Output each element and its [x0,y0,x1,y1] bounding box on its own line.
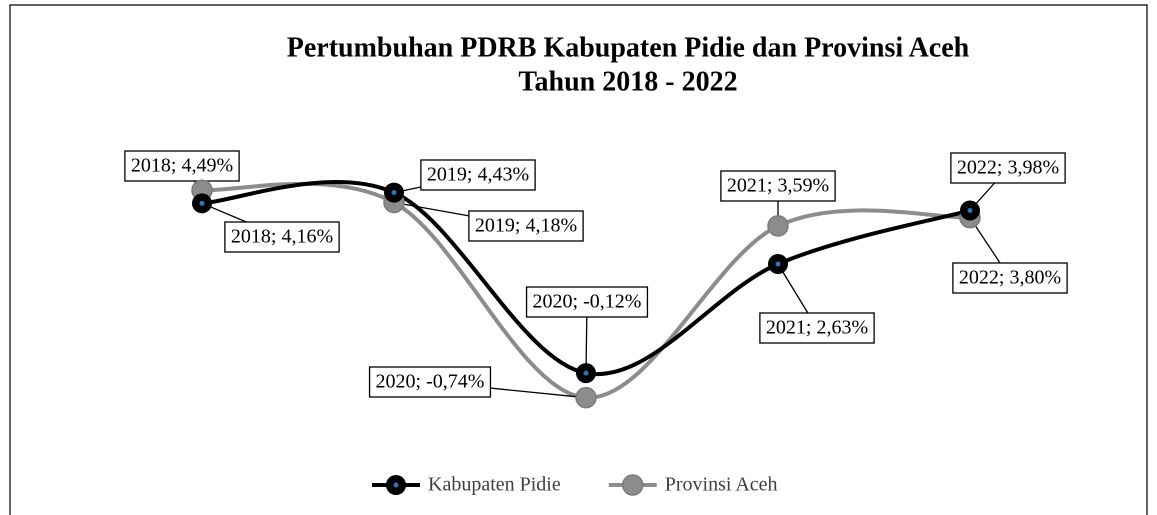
legend-label: Provinsi Aceh [665,474,778,496]
data-label-box [224,221,340,253]
data-label-box [952,262,1068,294]
data-label: 2018; 4,16% [231,226,333,248]
marker-dot [199,200,205,206]
chart-border [9,4,1148,515]
data-label: 2019; 4,18% [475,215,577,237]
data-label: 2022; 3,80% [959,267,1061,289]
marker [386,475,406,495]
marker-dot [393,482,399,488]
marker [192,193,212,214]
data-label-box [950,152,1066,184]
data-label-box [759,312,875,344]
data-label-box [420,159,536,191]
marker [960,200,980,221]
marker-dot [967,207,973,213]
marker [767,215,789,237]
data-label: 2018; 4,49% [131,155,233,177]
marker [384,182,404,203]
marker [576,363,596,384]
chart-title: Pertumbuhan PDRB Kabupaten Pidie dan Pro… [287,32,970,63]
data-label: 2021; 3,59% [727,175,829,197]
data-label-box [720,170,836,202]
data-label: 2020; -0,74% [376,371,485,393]
legend-label: Kabupaten Pidie [428,474,561,496]
marker-dot [391,190,397,196]
data-label: 2021; 2,63% [766,317,868,339]
data-label-box [368,366,492,398]
marker [575,386,597,409]
marker-dot [583,370,589,376]
data-label: 2020; -0,12% [533,291,642,313]
data-label-box [468,210,584,242]
chart-subtitle: Tahun 2018 - 2022 [518,66,737,97]
data-label-box [525,286,649,318]
data-label-box [124,150,240,182]
marker [768,254,788,275]
marker [622,474,644,496]
marker-dot [775,261,781,267]
data-label: 2022; 3,98% [957,157,1059,179]
data-label: 2019; 4,43% [427,164,529,186]
